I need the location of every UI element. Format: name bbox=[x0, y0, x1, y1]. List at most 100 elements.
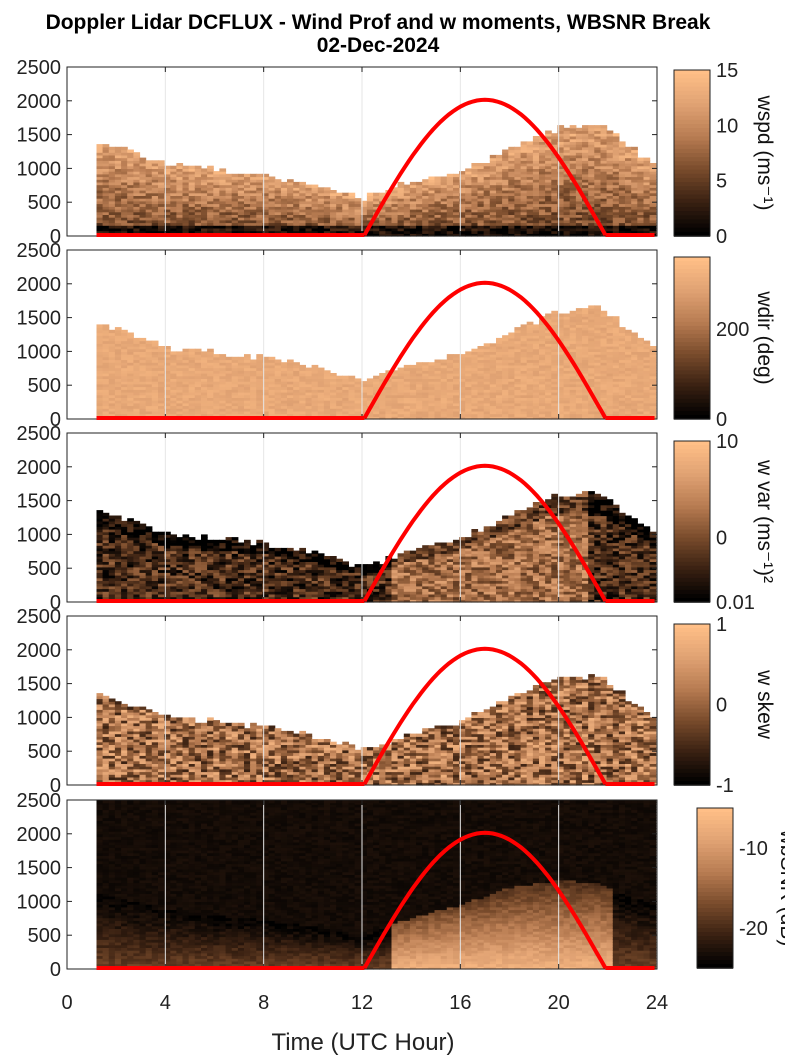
heatmap-cell bbox=[551, 133, 558, 137]
heatmap-cell bbox=[121, 211, 128, 215]
heatmap-cell bbox=[440, 217, 448, 221]
heatmap-cell bbox=[631, 209, 638, 213]
heatmap-cell bbox=[625, 227, 632, 232]
heatmap-cell bbox=[520, 181, 528, 186]
heatmap-cell bbox=[446, 176, 454, 180]
heatmap-cell bbox=[299, 222, 306, 226]
heatmap-cell bbox=[637, 176, 644, 180]
heatmap-cell bbox=[287, 217, 294, 221]
heatmap-cell bbox=[453, 190, 460, 194]
heatmap-cell bbox=[637, 227, 644, 232]
heatmap-cell bbox=[637, 200, 644, 205]
heatmap-cell bbox=[354, 203, 362, 207]
heatmap-cell bbox=[606, 225, 614, 229]
heatmap-cell bbox=[397, 181, 405, 186]
heatmap-cell bbox=[164, 200, 171, 205]
heatmap-cell bbox=[237, 230, 245, 234]
heatmap-cell bbox=[557, 225, 565, 229]
heatmap-cell bbox=[643, 227, 651, 232]
heatmap-cell bbox=[127, 225, 134, 229]
heatmap-cell bbox=[262, 230, 270, 234]
heatmap-cell bbox=[508, 154, 515, 159]
heatmap-cell bbox=[594, 179, 601, 183]
heatmap-cell bbox=[96, 165, 104, 169]
heatmap-cell bbox=[133, 171, 141, 175]
heatmap-cell bbox=[502, 219, 509, 224]
heatmap-cell bbox=[618, 163, 626, 167]
heatmap-cell bbox=[219, 192, 227, 196]
heatmap-cell bbox=[262, 173, 270, 178]
heatmap-cell bbox=[453, 176, 460, 180]
heatmap-cell bbox=[514, 152, 522, 156]
heatmap-cell bbox=[164, 227, 171, 232]
heatmap-cell bbox=[305, 219, 313, 224]
heatmap-cell bbox=[139, 176, 147, 180]
heatmap-cell bbox=[612, 133, 620, 137]
heatmap-cell bbox=[121, 146, 128, 151]
heatmap-cell bbox=[244, 209, 251, 213]
heatmap-cell bbox=[164, 211, 171, 215]
heatmap-cell bbox=[336, 209, 343, 213]
heatmap-cell bbox=[471, 165, 479, 169]
heatmap-cell bbox=[588, 130, 595, 134]
heatmap-cell bbox=[244, 203, 251, 207]
heatmap-cell bbox=[127, 192, 134, 196]
heatmap-cell bbox=[434, 222, 442, 226]
heatmap-cell bbox=[96, 222, 104, 226]
heatmap-cell bbox=[330, 203, 337, 207]
heatmap-cell bbox=[299, 200, 306, 205]
heatmap-cell bbox=[280, 200, 288, 205]
heatmap-cell bbox=[158, 195, 165, 199]
heatmap-cell bbox=[539, 230, 546, 234]
heatmap-cell bbox=[508, 149, 515, 153]
heatmap-cell bbox=[551, 179, 558, 183]
heatmap-cell bbox=[618, 217, 626, 221]
heatmap-cell bbox=[133, 200, 141, 205]
heatmap-cell bbox=[489, 200, 497, 205]
heatmap-cell bbox=[293, 198, 300, 202]
heatmap-cell bbox=[391, 217, 399, 221]
heatmap-cell bbox=[219, 181, 227, 186]
heatmap-cell bbox=[477, 219, 485, 224]
heatmap-cell bbox=[317, 206, 325, 210]
heatmap-cell bbox=[287, 184, 294, 188]
heatmap-cell bbox=[274, 219, 282, 224]
heatmap-cell bbox=[569, 222, 577, 226]
heatmap-cell bbox=[618, 149, 626, 153]
heatmap-cell bbox=[108, 181, 116, 186]
heatmap-cell bbox=[545, 200, 552, 205]
heatmap-cell bbox=[127, 206, 134, 210]
heatmap-cell bbox=[471, 171, 479, 175]
heatmap-cell bbox=[569, 152, 577, 156]
heatmap-cell bbox=[631, 171, 638, 175]
heatmap-cell bbox=[311, 206, 319, 210]
heatmap-cell bbox=[514, 222, 522, 226]
heatmap-cell bbox=[526, 211, 534, 215]
heatmap-cell bbox=[391, 227, 399, 232]
heatmap-cell bbox=[539, 233, 546, 237]
heatmap-cell bbox=[483, 187, 491, 191]
heatmap-cell bbox=[557, 217, 565, 221]
heatmap-cell bbox=[102, 192, 110, 196]
heatmap-cell bbox=[532, 157, 540, 161]
heatmap-cell bbox=[403, 219, 411, 224]
heatmap-cell bbox=[446, 219, 454, 224]
heatmap-cell bbox=[317, 195, 325, 199]
heatmap-cell bbox=[244, 214, 251, 218]
heatmap-cell bbox=[133, 179, 141, 183]
heatmap-cell bbox=[397, 227, 405, 232]
heatmap-cell bbox=[158, 173, 165, 178]
heatmap-cell bbox=[557, 214, 565, 218]
heatmap-cell bbox=[526, 222, 534, 226]
heatmap-cell bbox=[551, 214, 558, 218]
heatmap-cell bbox=[428, 200, 436, 205]
heatmap-cell bbox=[108, 163, 116, 167]
heatmap-cell bbox=[539, 165, 546, 169]
heatmap-cell bbox=[582, 190, 589, 194]
heatmap-cell bbox=[422, 200, 429, 205]
heatmap-cell bbox=[348, 214, 356, 218]
heatmap-cell bbox=[391, 200, 399, 205]
heatmap-cell bbox=[201, 192, 208, 196]
heatmap-cell bbox=[606, 165, 614, 169]
heatmap-cell bbox=[244, 222, 251, 226]
